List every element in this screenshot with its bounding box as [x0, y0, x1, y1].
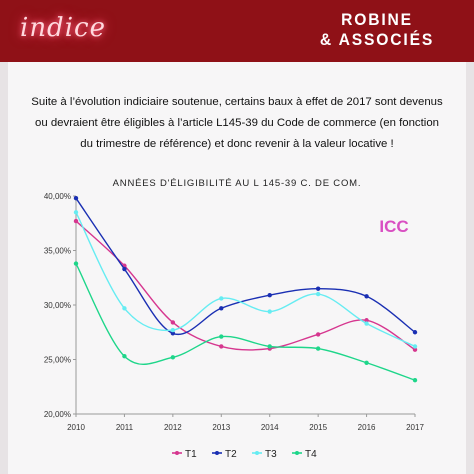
intro-text: Suite à l’évolution indiciaire soutenue,… [14, 92, 460, 155]
data-point-t3 [170, 327, 176, 333]
x-tick-label: 2010 [67, 423, 85, 432]
legend-label-t1: T1 [185, 449, 197, 460]
icc-annotation: ICC [379, 217, 408, 236]
legend-label-t2: T2 [225, 449, 237, 460]
data-point-t3 [412, 344, 418, 349]
panel-right-rim [466, 62, 474, 474]
x-tick-label: 2017 [406, 423, 424, 432]
data-point-t4 [122, 354, 127, 359]
legend-label-t3: T3 [265, 449, 277, 460]
x-tick-label: 2014 [261, 423, 279, 432]
panel-left-rim [0, 62, 8, 474]
data-point-t2 [73, 195, 79, 201]
data-point-t3 [315, 291, 321, 297]
intro-line-1: Suite à l’évolution indiciaire soutenue,… [31, 96, 443, 108]
x-tick-label: 2015 [309, 423, 327, 432]
intro-line-3: du trimestre de référence) et donc reven… [80, 138, 394, 150]
data-point-t2 [315, 286, 321, 291]
chart-title: ANNÉES D'ÉLIGIBILITÉ AU L 145-39 C. DE C… [112, 178, 362, 189]
header-bar: indice ROBINE & ASSOCIÉS [0, 0, 474, 62]
data-point-t3 [73, 210, 79, 215]
legend-label-t4: T4 [305, 449, 317, 460]
y-tick-label: 25,00% [44, 356, 71, 365]
legend-marker-t2 [215, 451, 219, 455]
y-tick-label: 35,00% [44, 247, 71, 256]
brand-line-2: & ASSOCIÉS [319, 30, 435, 49]
y-tick-label: 40,00% [44, 192, 71, 201]
series-line-t2 [75, 197, 416, 336]
legend-marker-t1 [175, 451, 179, 455]
legend-marker-t4 [295, 451, 299, 455]
data-point-t1 [364, 318, 369, 323]
data-point-t3 [122, 306, 127, 311]
data-point-t2 [267, 292, 272, 298]
y-tick-label: 20,00% [44, 410, 71, 419]
y-tick-label: 30,00% [44, 301, 71, 310]
data-point-t3 [219, 296, 224, 301]
x-tick-label: 2012 [164, 423, 182, 432]
data-point-t4 [267, 344, 272, 349]
data-point-t2 [219, 306, 224, 311]
data-point-t1 [412, 347, 418, 352]
data-point-t1 [73, 218, 79, 224]
brand-name: ROBINE & ASSOCIÉS [308, 10, 446, 50]
series-line-t1 [75, 220, 416, 351]
data-point-t3 [364, 321, 369, 326]
data-point-t2 [412, 330, 418, 335]
indice-logo: indice [20, 13, 106, 43]
x-tick-label: 2013 [212, 423, 230, 432]
data-point-t3 [267, 309, 272, 314]
legend-marker-t3 [255, 451, 259, 455]
data-point-t1 [170, 320, 176, 325]
x-tick-label: 2011 [116, 423, 134, 432]
data-point-t4 [170, 355, 176, 360]
content-panel [0, 62, 474, 474]
data-point-t2 [364, 294, 369, 299]
intro-line-2: ou devraient être éligibles à l’article … [35, 117, 439, 129]
data-point-t2 [170, 331, 176, 336]
data-point-t4 [364, 360, 369, 365]
x-tick-label: 2016 [358, 423, 376, 432]
data-point-t1 [315, 332, 321, 337]
data-point-t4 [73, 261, 79, 266]
brand-line-1: ROBINE [341, 10, 413, 29]
data-point-t4 [412, 378, 418, 383]
series-line-t3 [75, 212, 416, 348]
data-point-t4 [219, 334, 224, 339]
data-point-t2 [122, 266, 127, 272]
data-point-t1 [219, 344, 224, 349]
data-point-t4 [315, 346, 321, 351]
